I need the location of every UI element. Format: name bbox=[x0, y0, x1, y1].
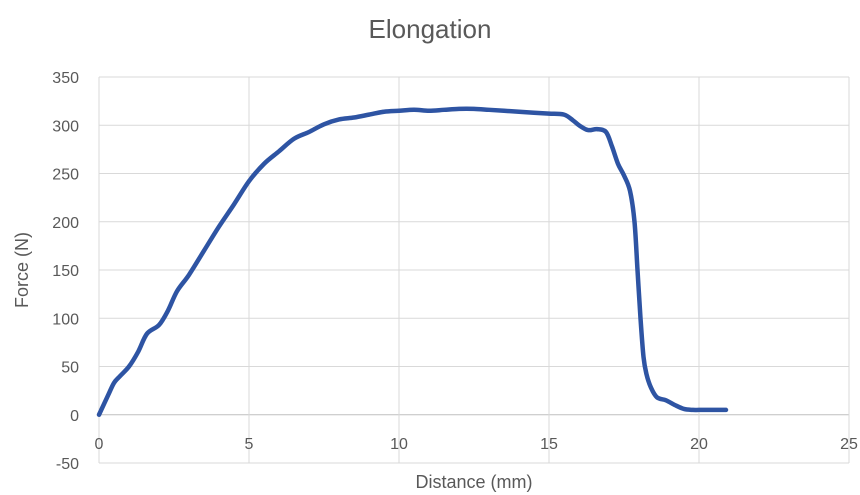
y-axis-title: Force (N) bbox=[12, 232, 32, 308]
x-axis-ticks: 0 5 10 15 20 25 bbox=[95, 436, 858, 453]
x-axis-title: Distance (mm) bbox=[415, 472, 532, 492]
x-tick-label: 20 bbox=[690, 436, 708, 453]
gridlines bbox=[98, 76, 850, 464]
series-layer bbox=[96, 106, 729, 417]
y-tick-label: 350 bbox=[52, 70, 79, 87]
y-tick-label: 250 bbox=[52, 167, 79, 184]
x-tick-label: 5 bbox=[245, 436, 254, 453]
y-tick-label: 50 bbox=[61, 360, 79, 377]
y-tick-label: 0 bbox=[70, 408, 79, 425]
y-axis-ticks: -50 0 50 100 150 200 250 300 350 bbox=[52, 70, 79, 473]
y-tick-label: 150 bbox=[52, 263, 79, 280]
y-tick-label: -50 bbox=[56, 456, 79, 473]
y-tick-label: 200 bbox=[52, 215, 79, 232]
x-tick-label: 0 bbox=[95, 436, 104, 453]
chart-title: Elongation bbox=[369, 14, 492, 44]
x-tick-label: 10 bbox=[390, 436, 408, 453]
y-tick-label: 100 bbox=[52, 311, 79, 328]
x-tick-label: 15 bbox=[540, 436, 558, 453]
y-tick-label: 300 bbox=[52, 118, 79, 135]
series-line bbox=[96, 106, 729, 417]
x-tick-label: 25 bbox=[840, 436, 858, 453]
